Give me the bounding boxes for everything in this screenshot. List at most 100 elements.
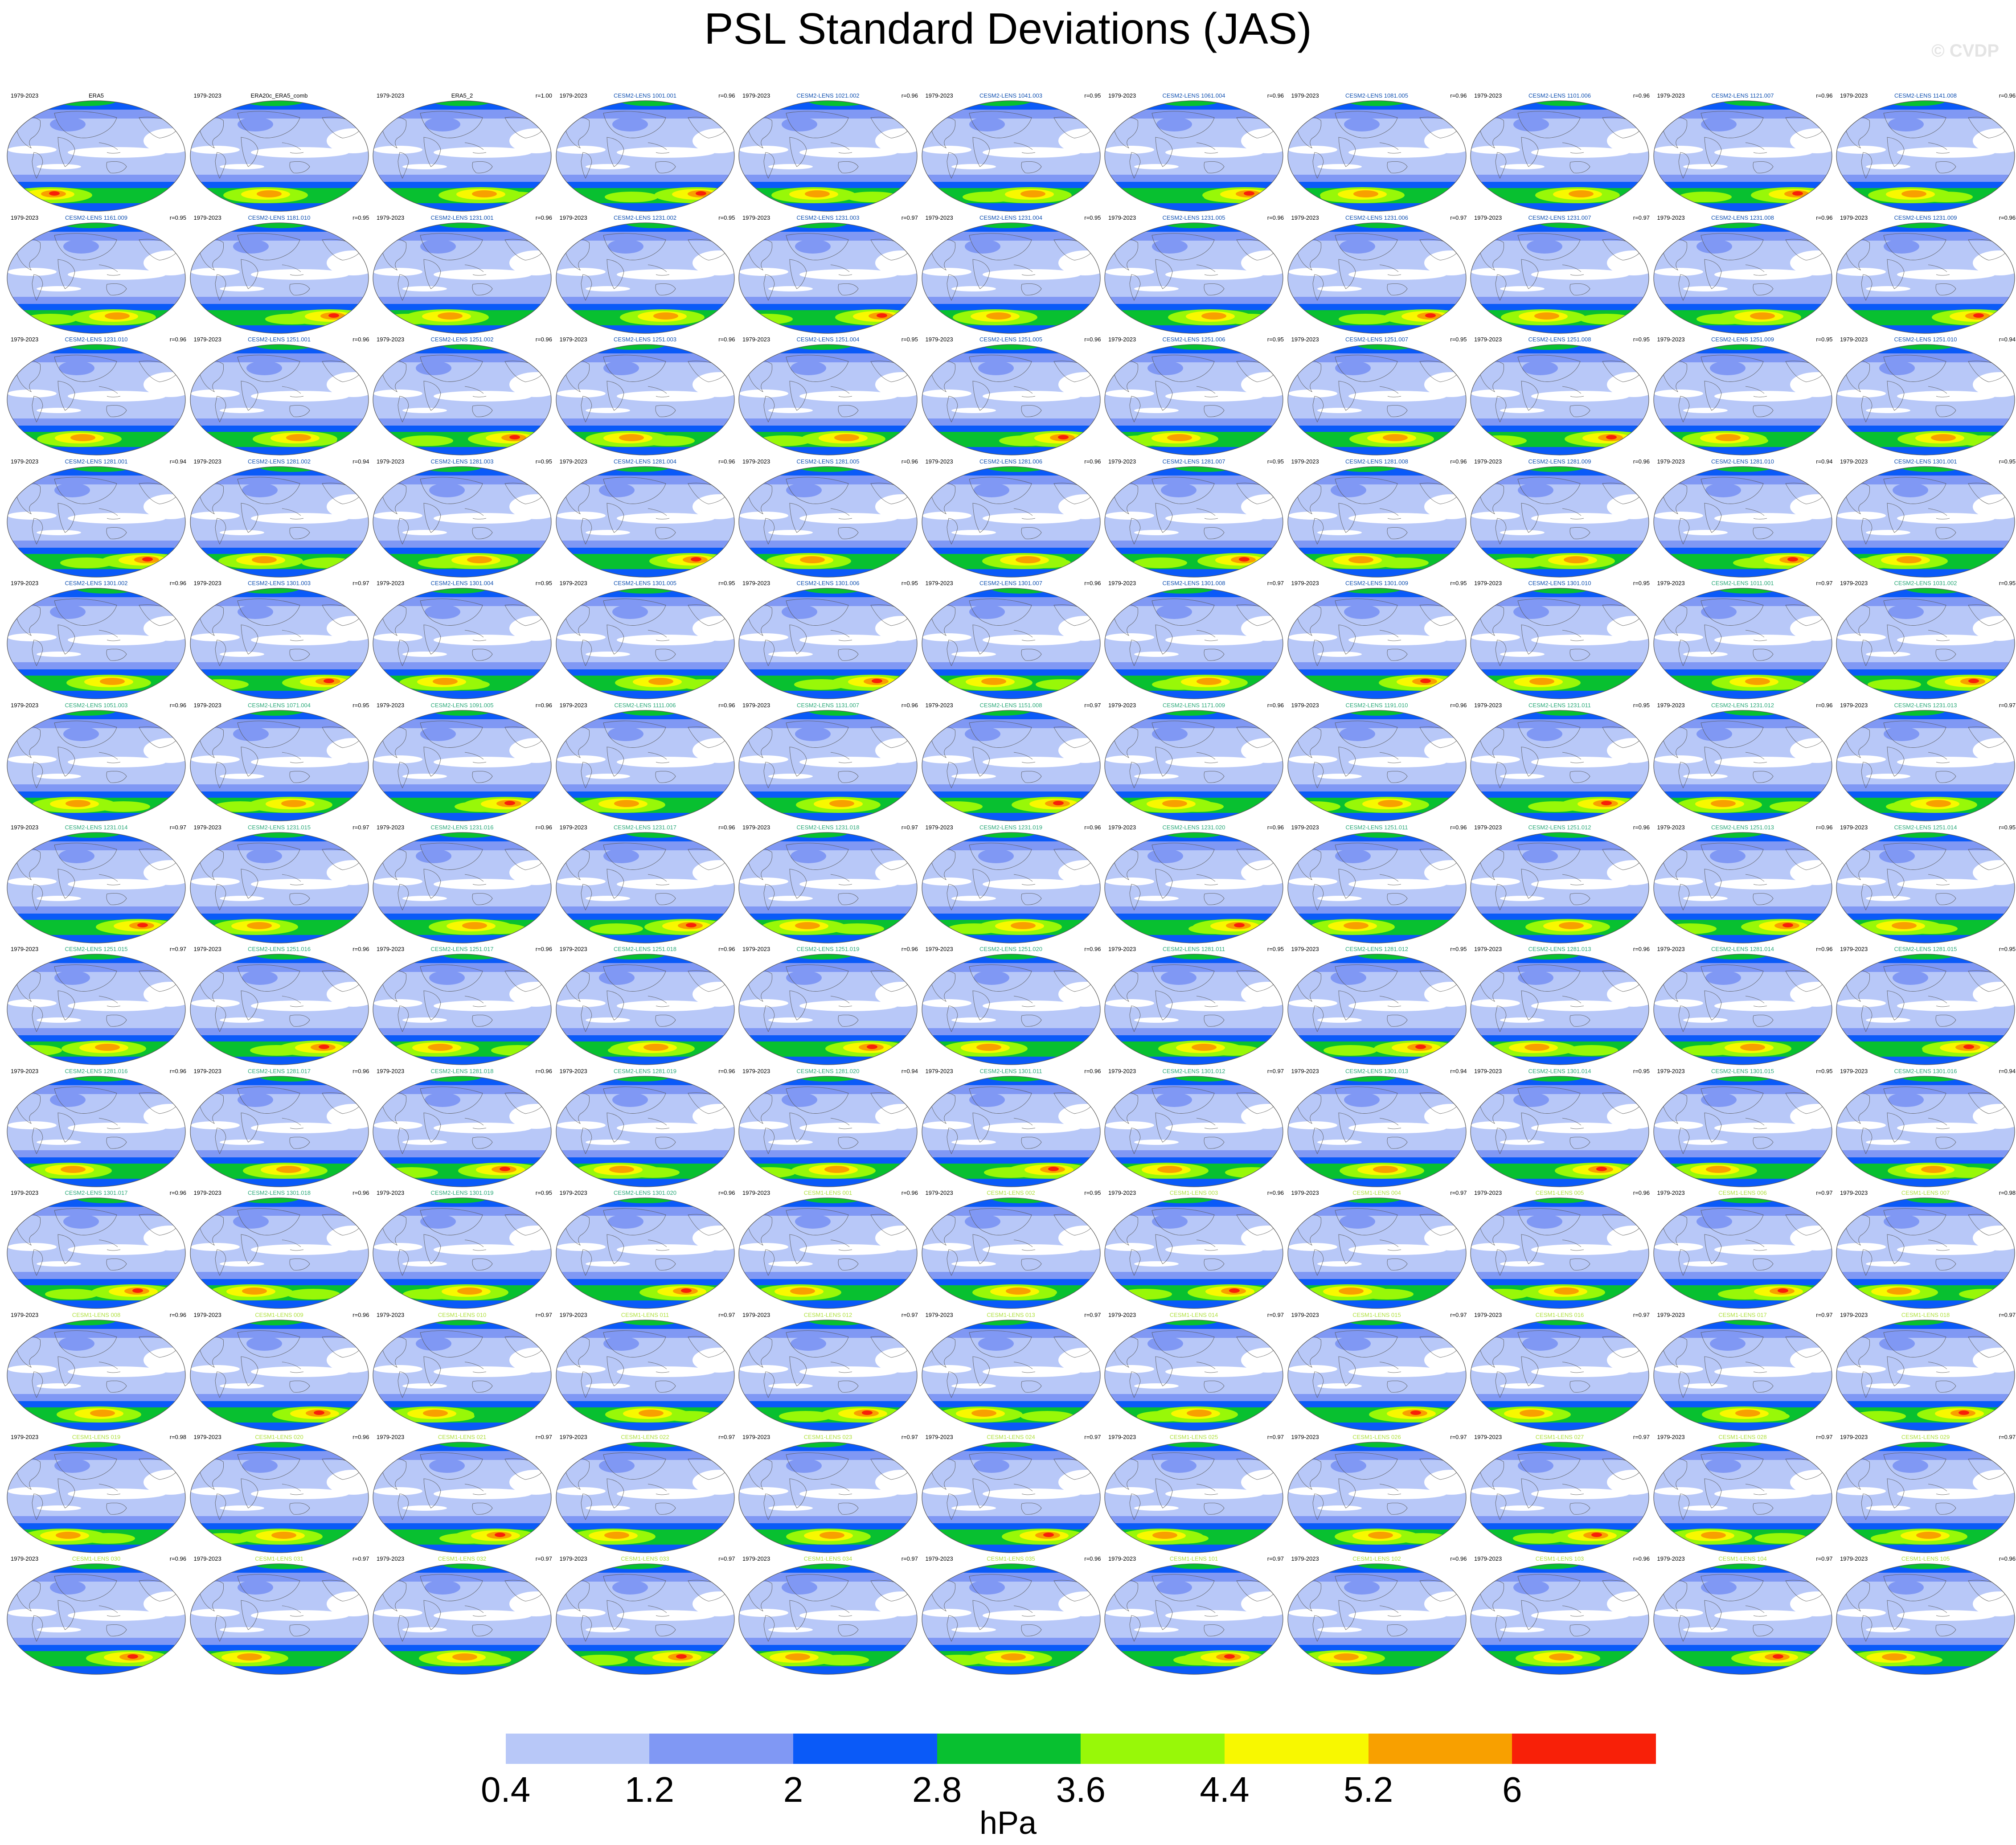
panel-title: CESM2-LENS 1281.009 <box>1528 458 1591 465</box>
std-dev-map <box>1653 1563 1832 1675</box>
std-dev-map <box>738 466 918 578</box>
panel-title: CESM2-LENS 1251.017 <box>430 946 494 953</box>
panel-correlation: r=0.96 <box>1267 824 1284 831</box>
panel-years: 1979-2023 <box>1840 824 1868 831</box>
std-dev-map <box>189 588 369 699</box>
panel-correlation: r=0.96 <box>535 214 552 221</box>
panel-years: 1979-2023 <box>1474 1555 1502 1562</box>
panel-correlation: r=0.95 <box>1999 458 2016 465</box>
panel-title: CESM2-LENS 1251.012 <box>1528 824 1591 831</box>
std-dev-map <box>1287 1320 1467 1431</box>
panel-years: 1979-2023 <box>1474 92 1502 99</box>
std-dev-map <box>1836 710 2015 821</box>
panel-correlation: r=0.95 <box>169 214 186 221</box>
colorbar-box <box>649 1734 794 1764</box>
std-dev-map <box>555 100 735 212</box>
map-panel: 1979-2023 CESM2-LENS 1031.002 r=0.95 <box>1835 579 2016 700</box>
panel-correlation: r=0.95 <box>1450 580 1467 587</box>
panel-title: CESM1-LENS 001 <box>803 1189 852 1197</box>
panel-title: CESM2-LENS 1301.006 <box>796 580 860 587</box>
panel-correlation: r=0.94 <box>169 458 186 465</box>
std-dev-map <box>1836 100 2015 212</box>
panel-title: CESM1-LENS 102 <box>1352 1555 1401 1562</box>
panel-title: CESM2-LENS 1301.020 <box>614 1189 676 1197</box>
std-dev-map <box>1836 832 2015 943</box>
panel-years: 1979-2023 <box>1657 946 1685 953</box>
panel-correlation: r=0.96 <box>1633 92 1650 99</box>
std-dev-map <box>921 1320 1101 1431</box>
std-dev-map <box>738 588 918 699</box>
panel-correlation: r=0.97 <box>1267 1433 1284 1440</box>
std-dev-map <box>1104 1076 1283 1187</box>
map-panel: 1979-2023 CESM1-LENS 029 r=0.97 <box>1835 1433 2016 1554</box>
panel-title: CESM2-LENS 1161.009 <box>65 214 127 221</box>
panel-title: CESM2-LENS 1171.009 <box>1163 702 1225 709</box>
panel-title: CESM1-LENS 004 <box>1352 1189 1401 1197</box>
panel-correlation: r=0.97 <box>1084 702 1101 709</box>
colorbar-box <box>937 1734 1081 1764</box>
map-panel: 1979-2023 CESM2-LENS 1301.015 r=0.95 <box>1652 1067 1834 1188</box>
panel-title: CESM2-LENS 1111.006 <box>614 702 676 709</box>
map-panel: 1979-2023 CESM2-LENS 1251.017 r=0.96 <box>371 945 553 1066</box>
panel-title: CESM2-LENS 1231.012 <box>1711 702 1774 709</box>
std-dev-map <box>1104 588 1283 699</box>
panel-correlation: r=0.97 <box>535 1312 552 1318</box>
panel-years: 1979-2023 <box>1108 1312 1136 1318</box>
panel-title: CESM1-LENS 002 <box>987 1189 1035 1197</box>
panel-correlation: r=0.95 <box>1816 336 1833 343</box>
panel-correlation: r=0.97 <box>1267 580 1284 587</box>
map-panel: 1979-2023 CESM1-LENS 017 r=0.97 <box>1652 1311 1834 1432</box>
std-dev-map <box>7 222 186 334</box>
map-panel: 1979-2023 CESM2-LENS 1301.007 r=0.96 <box>920 579 1102 700</box>
map-panel: 1979-2023 CESM1-LENS 034 r=0.97 <box>737 1554 919 1676</box>
map-panel: 1979-2023 CESM2-LENS 1231.002 r=0.95 <box>554 213 736 335</box>
panel-title: CESM1-LENS 033 <box>621 1555 669 1562</box>
panel-title: CESM2-LENS 1301.019 <box>430 1189 494 1197</box>
std-dev-map <box>738 832 918 943</box>
panel-years: 1979-2023 <box>1474 702 1502 709</box>
panel-title: CESM1-LENS 019 <box>72 1433 121 1440</box>
panel-correlation: r=0.96 <box>1999 1555 2016 1562</box>
panel-title: CESM2-LENS 1301.015 <box>1711 1067 1774 1074</box>
panel-years: 1979-2023 <box>1291 336 1319 343</box>
colorbar-box <box>793 1734 938 1764</box>
panel-years: 1979-2023 <box>11 1189 39 1197</box>
std-dev-map <box>1653 1441 1832 1553</box>
panel-correlation: r=0.97 <box>718 1433 735 1440</box>
std-dev-map <box>7 1197 186 1309</box>
map-panel: 1979-2023 CESM1-LENS 033 r=0.97 <box>554 1554 736 1676</box>
std-dev-map <box>1836 1197 2015 1309</box>
std-dev-map <box>189 100 369 212</box>
map-panel: 1979-2023 CESM2-LENS 1251.020 r=0.96 <box>920 945 1102 1066</box>
panel-correlation: r=0.96 <box>1450 1555 1467 1562</box>
std-dev-map <box>1104 1441 1283 1553</box>
std-dev-map <box>373 588 552 699</box>
map-panel: 1979-2023 CESM2-LENS 1301.016 r=0.94 <box>1835 1067 2016 1188</box>
std-dev-map <box>189 1320 369 1431</box>
map-panel: 1979-2023 CESM2-LENS 1081.005 r=0.96 <box>1286 91 1468 213</box>
panel-title: CESM2-LENS 1251.005 <box>979 336 1042 343</box>
panel-correlation: r=0.96 <box>901 702 918 709</box>
std-dev-map <box>7 832 186 943</box>
std-dev-map <box>1653 954 1832 1065</box>
std-dev-map <box>1104 1563 1283 1675</box>
panel-title: CESM2-LENS 1281.013 <box>1528 946 1591 953</box>
panel-years: 1979-2023 <box>559 702 587 709</box>
panel-correlation: r=0.97 <box>1450 1189 1467 1197</box>
panel-title: CESM2-LENS 1301.005 <box>614 580 676 587</box>
panel-years: 1979-2023 <box>742 214 770 221</box>
std-dev-map <box>373 954 552 1065</box>
panel-correlation: r=0.98 <box>1999 1189 2016 1197</box>
panel-title: CESM2-LENS 1231.010 <box>65 336 128 343</box>
map-panel: 1979-2023 CESM1-LENS 102 r=0.96 <box>1286 1554 1468 1676</box>
std-dev-map <box>1287 710 1467 821</box>
colorbar-box <box>362 1734 506 1764</box>
std-dev-map <box>921 1563 1101 1675</box>
panel-title: CESM2-LENS 1231.019 <box>979 824 1042 831</box>
std-dev-map <box>1470 1197 1649 1309</box>
std-dev-map <box>1287 954 1467 1065</box>
map-panel: 1979-2023 CESM2-LENS 1281.006 r=0.96 <box>920 457 1102 578</box>
panel-title: CESM2-LENS 1301.002 <box>65 580 128 587</box>
map-panel: 1979-2023 CESM2-LENS 1231.004 r=0.95 <box>920 213 1102 335</box>
panel-years: 1979-2023 <box>1840 702 1868 709</box>
